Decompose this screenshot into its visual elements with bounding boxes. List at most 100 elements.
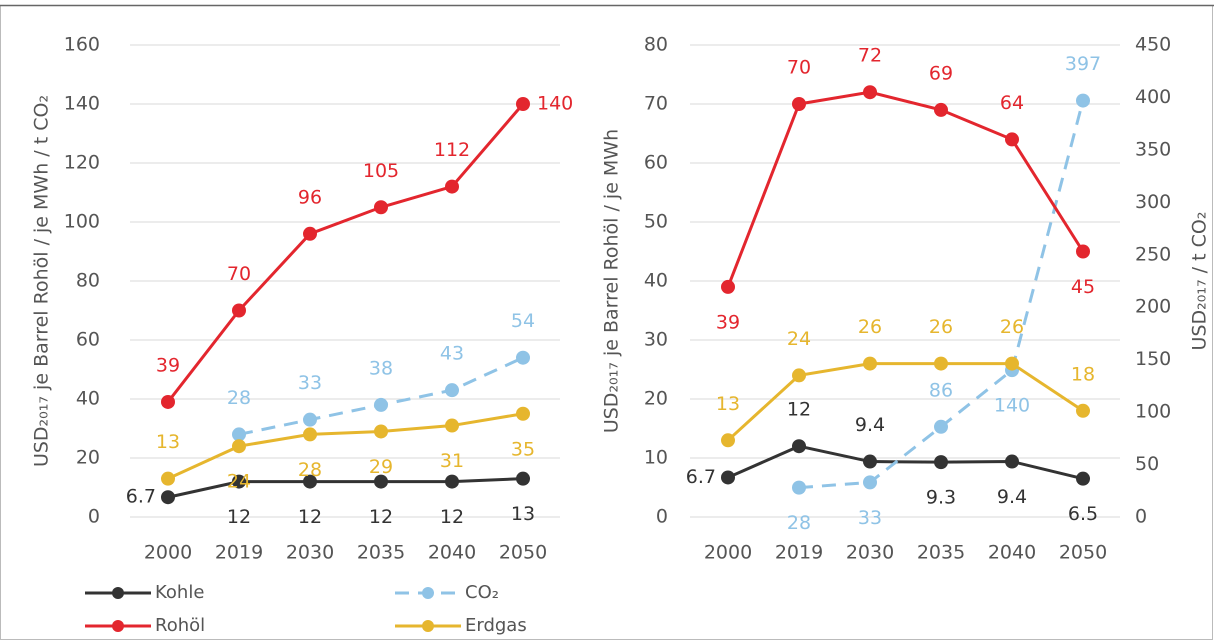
series-line <box>167 412 524 481</box>
legend-marker <box>422 587 434 599</box>
marker <box>721 279 735 294</box>
marker <box>161 394 175 409</box>
marker <box>1076 93 1090 108</box>
data-label: 9.4 <box>997 486 1027 508</box>
marker <box>232 474 246 489</box>
data-label: 12 <box>787 399 811 421</box>
data-label: 9.4 <box>855 414 885 436</box>
data-label: 69 <box>929 62 953 84</box>
data-label: 105 <box>363 160 399 182</box>
marker <box>792 97 806 111</box>
marker <box>721 470 735 485</box>
legend-label: Rohöl <box>155 615 205 636</box>
data-label: 70 <box>787 57 811 79</box>
marker <box>721 433 735 448</box>
marker <box>374 397 388 412</box>
data-label: 38 <box>369 357 393 379</box>
legend-label: CO₂ <box>465 582 499 603</box>
marker <box>445 383 459 398</box>
y-tick-label: 80 <box>76 270 100 292</box>
marker <box>232 427 246 442</box>
data-label: 6.7 <box>686 466 716 488</box>
marker <box>863 475 877 490</box>
marker <box>1005 454 1019 469</box>
x-tick-label: 2019 <box>775 542 823 564</box>
marker <box>792 368 806 383</box>
y-tick-label: 160 <box>64 34 100 56</box>
marker <box>1005 356 1019 371</box>
y2-tick-label: 150 <box>1135 348 1171 370</box>
y-tick-label: 40 <box>76 388 100 410</box>
marker <box>161 471 175 486</box>
y2-tick-label: 200 <box>1135 296 1171 318</box>
data-label: 140 <box>994 395 1030 417</box>
x-tick-label: 2035 <box>917 542 965 564</box>
frame <box>0 5 1213 640</box>
marker <box>161 490 175 505</box>
series-line <box>726 90 1085 288</box>
data-label: 140 <box>537 93 573 115</box>
data-label: 28 <box>298 459 322 481</box>
x-tick-label: 2019 <box>215 542 263 564</box>
marker <box>1076 244 1090 259</box>
marker <box>303 226 317 241</box>
data-label: 13 <box>156 431 180 453</box>
data-label: 24 <box>227 471 251 493</box>
y2-tick-label: 0 <box>1135 506 1147 528</box>
y-tick-label: 0 <box>656 506 668 528</box>
legend-marker <box>422 620 434 632</box>
data-label: 45 <box>1071 276 1095 298</box>
marker <box>792 439 806 454</box>
marker <box>374 424 388 439</box>
y-tick-label: 120 <box>64 152 100 174</box>
y-tick-label: 10 <box>644 447 668 469</box>
series-line <box>727 444 1084 481</box>
data-label: 35 <box>511 438 535 460</box>
marker <box>934 419 948 434</box>
data-label: 39 <box>156 354 180 376</box>
data-label: 86 <box>929 379 953 401</box>
marker <box>303 427 317 442</box>
data-label: 72 <box>858 45 882 67</box>
legend-marker <box>112 620 124 632</box>
data-label: 12 <box>227 506 251 528</box>
y-tick-label: 20 <box>76 447 100 469</box>
marker <box>863 85 877 100</box>
legend-marker <box>112 587 124 599</box>
series-line <box>166 103 525 403</box>
marker <box>1076 403 1090 418</box>
marker <box>934 455 948 470</box>
marker <box>792 480 806 495</box>
y-tick-label: 0 <box>88 506 100 528</box>
y2-tick-label: 50 <box>1135 453 1159 475</box>
data-label: 28 <box>227 387 251 409</box>
y-tick-label: 70 <box>644 93 668 115</box>
legend-label: Kohle <box>155 582 204 603</box>
marker <box>516 406 530 421</box>
y-axis-label: USD₂₀₁₇ je Barrel Rohöl / je MWh <box>601 129 623 433</box>
y-tick-label: 140 <box>64 93 100 115</box>
y-tick-label: 60 <box>76 329 100 351</box>
x-tick-label: 2000 <box>144 542 192 564</box>
y2-axis-label: USD₂₀₁₇ / t CO₂ <box>1189 212 1211 351</box>
data-label: 9.3 <box>926 487 956 509</box>
data-label: 28 <box>787 512 811 534</box>
marker <box>1005 132 1019 147</box>
y2-tick-label: 450 <box>1135 34 1171 56</box>
data-label: 26 <box>1000 316 1024 338</box>
marker <box>1076 471 1090 486</box>
marker <box>232 303 246 318</box>
data-label: 397 <box>1065 53 1101 75</box>
data-label: 43 <box>440 343 464 365</box>
data-label: 31 <box>440 450 464 472</box>
data-label: 6.7 <box>126 486 156 508</box>
y-tick-label: 60 <box>644 152 668 174</box>
y-tick-label: 50 <box>644 211 668 233</box>
x-tick-label: 2035 <box>357 542 405 564</box>
data-label: 26 <box>858 316 882 338</box>
x-tick-label: 2030 <box>846 542 894 564</box>
y-tick-label: 40 <box>644 270 668 292</box>
marker <box>232 439 246 454</box>
y2-tick-label: 350 <box>1135 138 1171 160</box>
marker <box>445 418 459 433</box>
